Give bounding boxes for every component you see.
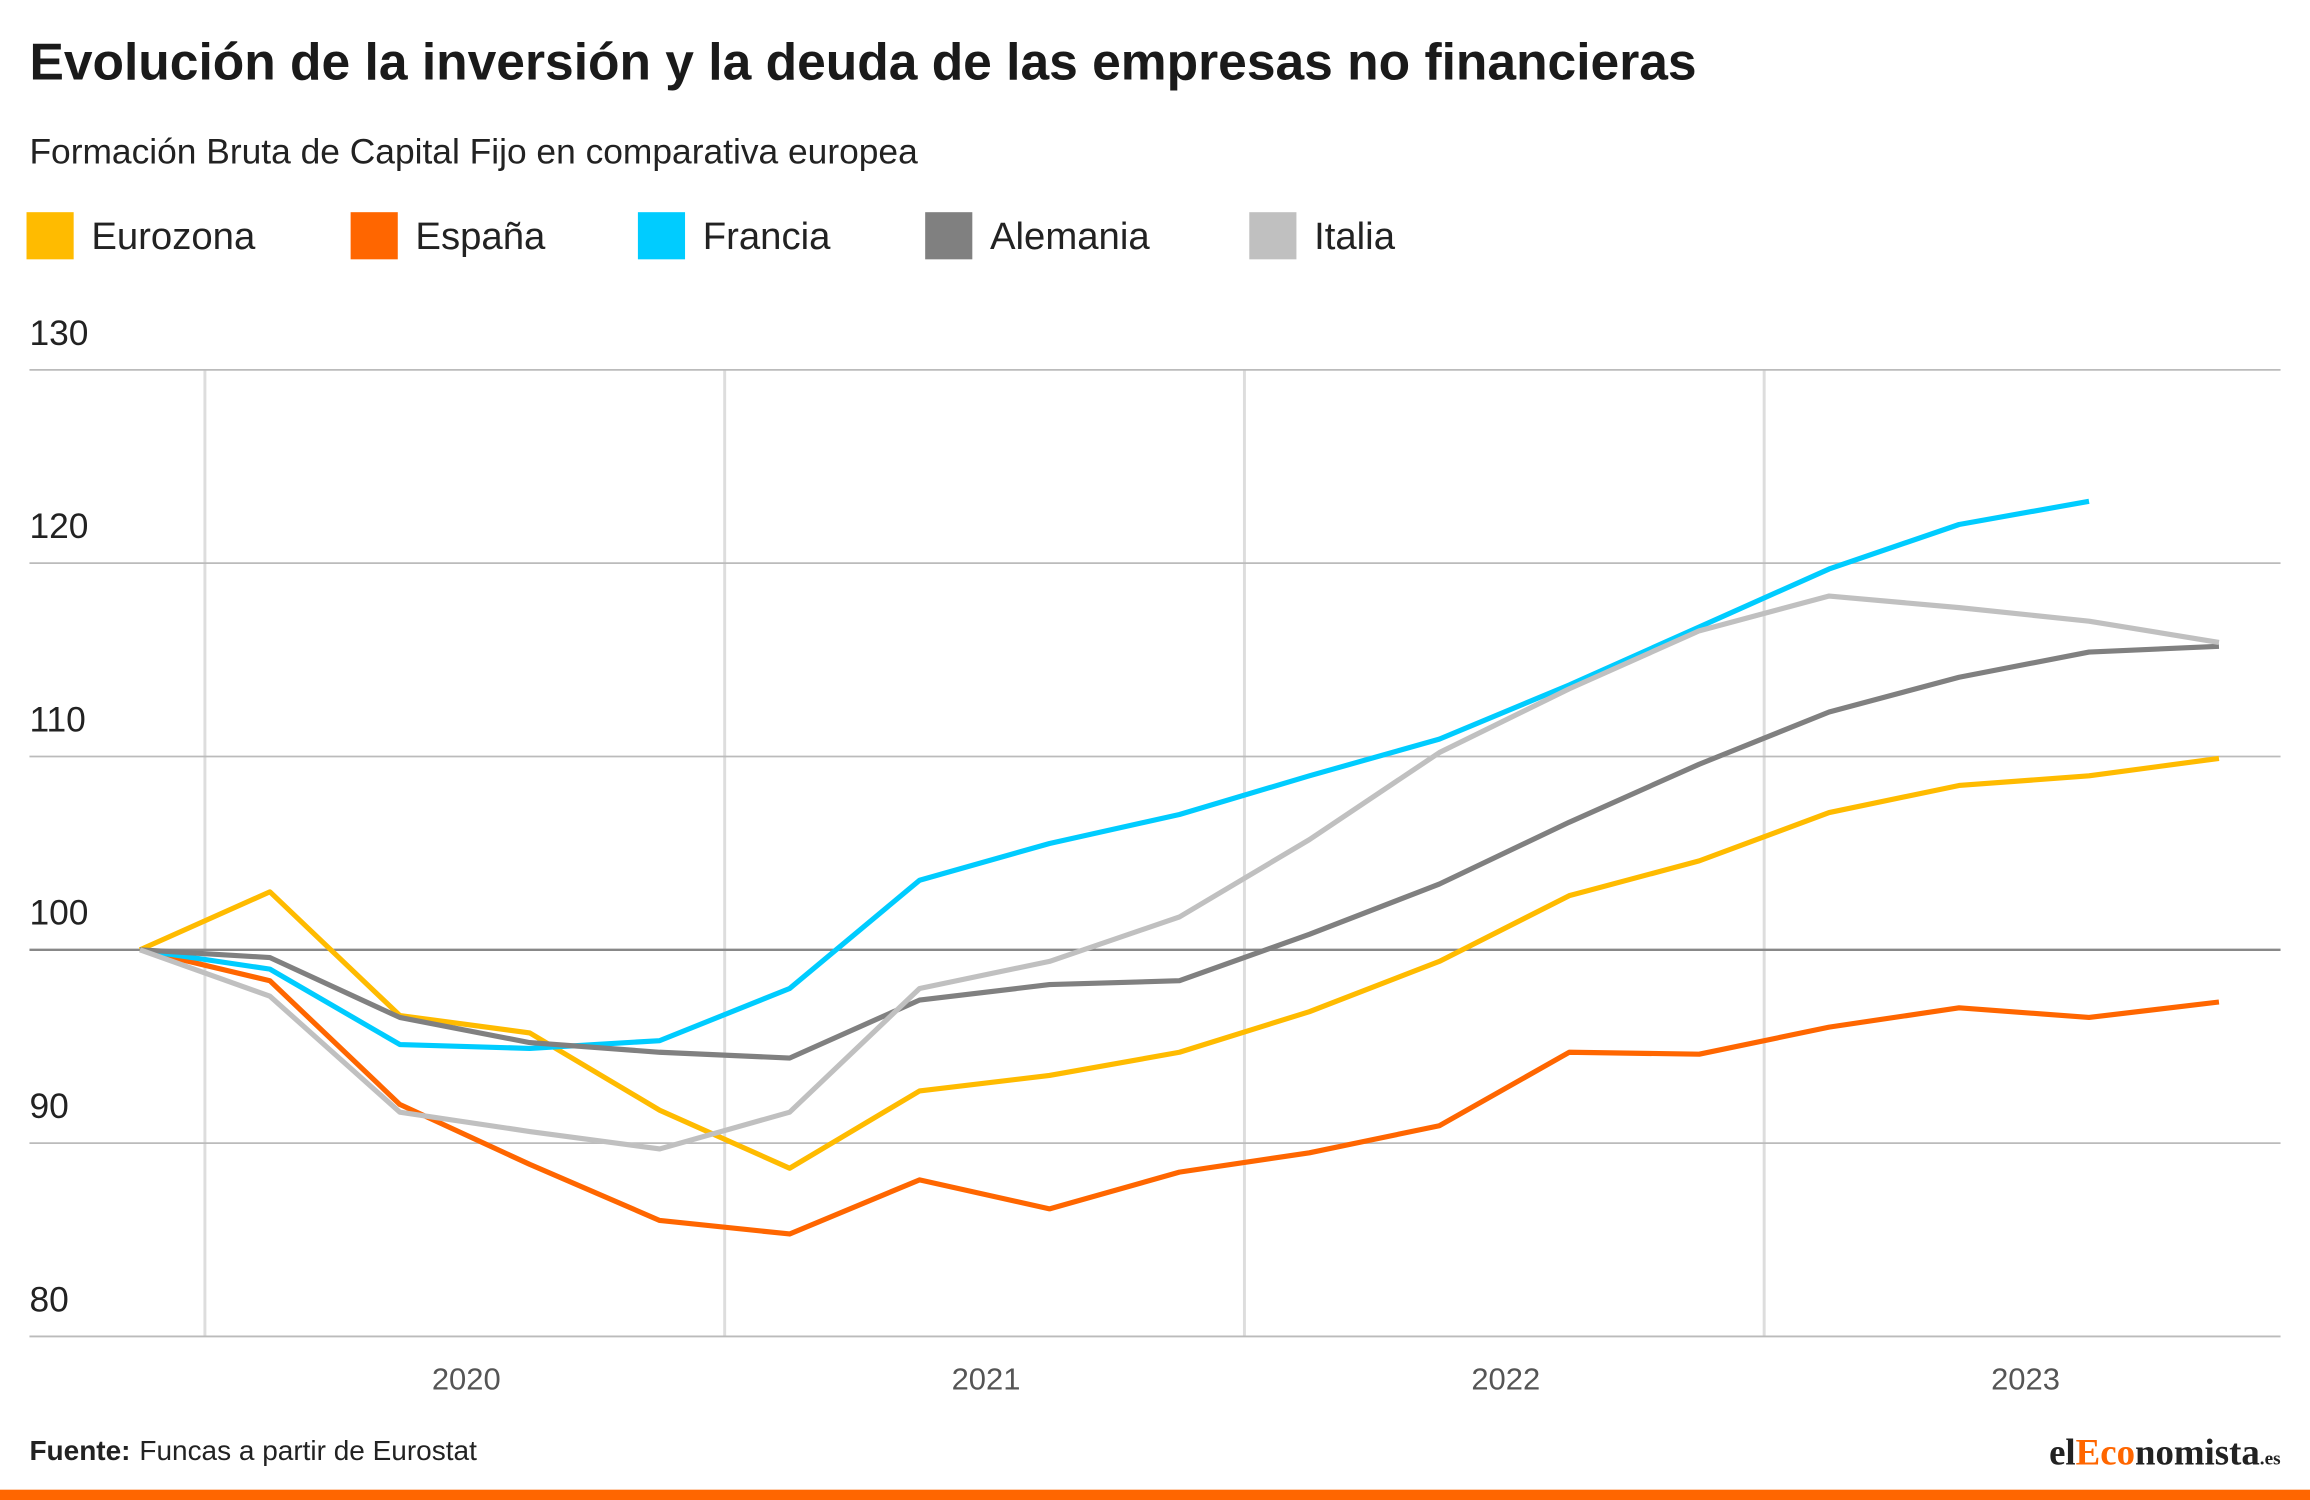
series-line — [139, 593, 2220, 1152]
legend-label: Eurozona — [91, 215, 256, 258]
y-tick-label: 110 — [29, 700, 85, 739]
series-line — [139, 643, 2220, 1061]
x-tick-label: 2023 — [1991, 1361, 2060, 1396]
legend-swatch — [925, 212, 973, 260]
chart-title: Evolución de la inversión y la deuda de … — [29, 33, 1696, 91]
y-tick-label: 80 — [29, 1280, 68, 1319]
legend-swatch — [637, 212, 686, 260]
y-tick-label: 130 — [29, 314, 88, 353]
source-text: Funcas a partir de Eurostat — [139, 1435, 477, 1466]
x-tick-label: 2022 — [1471, 1361, 1540, 1396]
series-line — [139, 947, 2220, 1237]
legend-label: Italia — [1314, 215, 1396, 258]
chart-subtitle: Formación Bruta de Capital Fijo en compa… — [29, 133, 918, 172]
x-tick-label: 2020 — [432, 1361, 501, 1396]
series-line — [138, 755, 2220, 1171]
legend-label: España — [415, 215, 546, 258]
legend-label: Francia — [703, 215, 831, 258]
logo-part: .es — [2260, 1449, 2281, 1470]
legend-swatch — [26, 212, 74, 260]
logo: elEconomista.es — [2049, 1432, 2280, 1473]
y-tick-label: 90 — [29, 1087, 68, 1126]
logo-part: Eco — [2076, 1432, 2135, 1473]
y-tick-label: 100 — [29, 894, 88, 933]
logo-part: el — [2049, 1432, 2076, 1473]
legend-swatch — [350, 212, 398, 260]
legend-label: Alemania — [990, 215, 1150, 258]
logo-part: nomista — [2135, 1432, 2260, 1473]
x-tick-label: 2021 — [952, 1361, 1021, 1396]
footer-bar — [0, 1489, 2310, 1500]
series-line — [139, 498, 2090, 1051]
source-label: Fuente: — [29, 1435, 130, 1466]
y-tick-label: 120 — [29, 507, 88, 546]
legend-swatch — [1249, 212, 1297, 260]
source: Fuente: Funcas a partir de Eurostat — [29, 1435, 477, 1466]
